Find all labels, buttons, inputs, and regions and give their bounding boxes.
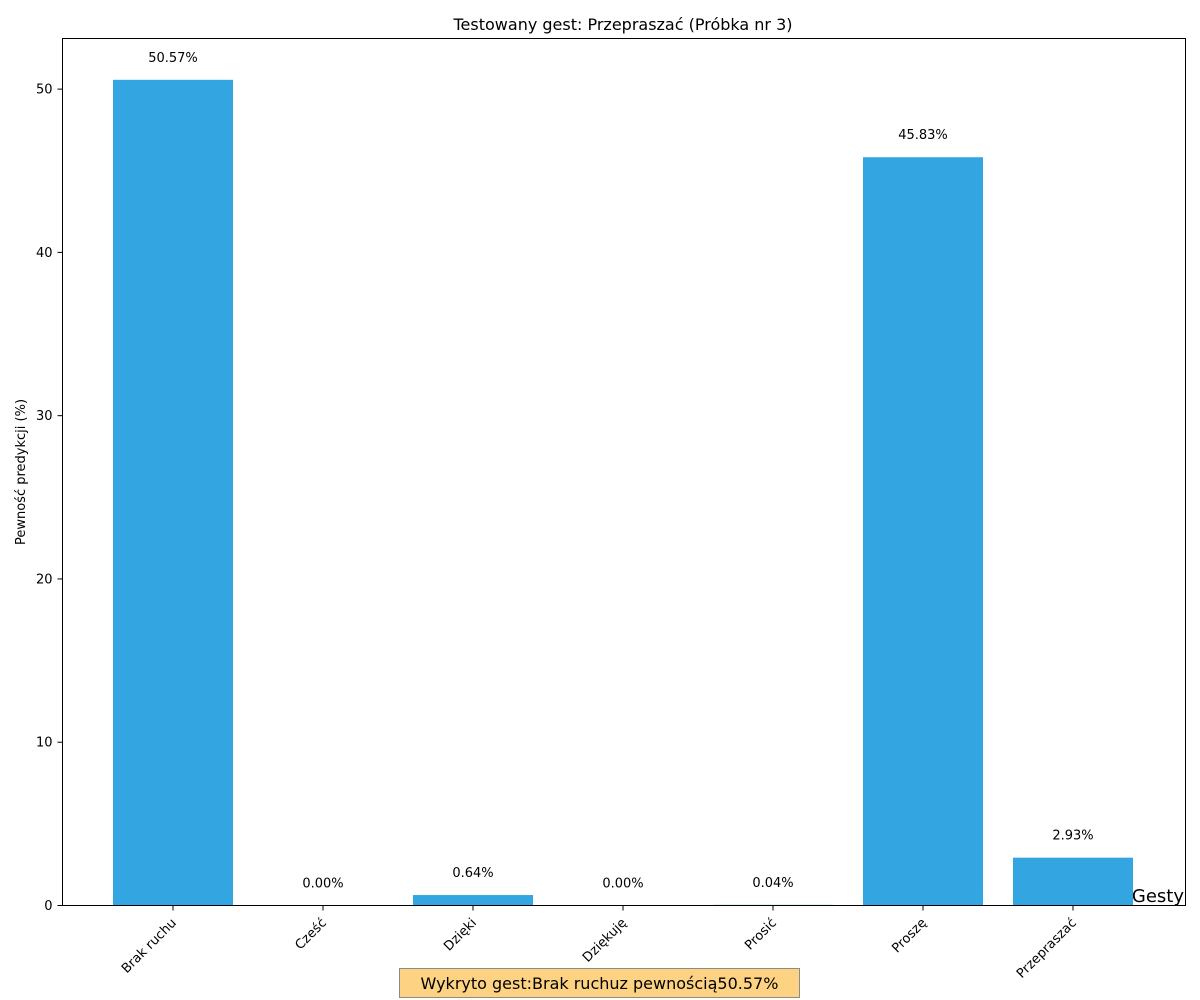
bar-5 — [863, 157, 983, 906]
bar-value-label-4: 0.04% — [752, 876, 793, 891]
x-tick-label-2: Dzięki — [441, 916, 480, 955]
y-tick-label-5: 50 — [36, 83, 53, 98]
result-confidence: 50.57% — [717, 973, 779, 993]
bar-value-label-3: 0.00% — [602, 877, 643, 892]
bar-value-label-5: 45.83% — [898, 128, 948, 143]
x-tick-label-0: Brak ruchu — [119, 916, 180, 977]
result-middle: z pewnością — [619, 973, 718, 993]
plot-frame — [62, 38, 1186, 906]
y-tick-label-0: 0 — [44, 899, 52, 914]
y-tick-label-2: 20 — [36, 572, 53, 587]
x-tick-label-3: Dziękuję — [580, 916, 630, 966]
bars-group: 50.57% 0.00% 0.64% 0.00% 0.04% 45.83% 2.93% — [113, 51, 1133, 906]
bar-value-label-1: 0.00% — [302, 877, 343, 892]
detection-result-box: Wykryto gest: Brak ruchu z pewnością 50.… — [399, 968, 800, 998]
chart-title: Testowany gest: Przepraszać (Próbka nr 3… — [453, 15, 793, 34]
x-tick-label-6: Przepraszać — [1014, 916, 1080, 982]
bar-value-label-6: 2.93% — [1052, 829, 1093, 844]
y-axis-label: Pewność predykcji (%) — [14, 399, 29, 545]
y-tick-label-4: 40 — [36, 246, 53, 261]
bar-value-label-0: 50.57% — [148, 51, 198, 66]
y-tick-label-3: 30 — [36, 409, 53, 424]
bar-0 — [113, 79, 233, 906]
bar-2 — [413, 895, 533, 906]
result-gesture: Brak ruchu — [532, 973, 620, 993]
result-prefix: Wykryto gest: — [420, 973, 533, 993]
y-axis: 0 10 20 30 40 50 — [36, 83, 63, 914]
bar-6 — [1013, 857, 1133, 906]
x-tick-label-1: Cześć — [292, 916, 329, 953]
y-tick-label-1: 10 — [36, 736, 53, 751]
x-tick-label-4: Prosić — [742, 916, 780, 954]
x-axis-label: Gesty — [1132, 886, 1184, 907]
x-tick-label-5: Proszę — [889, 916, 929, 956]
bar-value-label-2: 0.64% — [452, 866, 493, 881]
